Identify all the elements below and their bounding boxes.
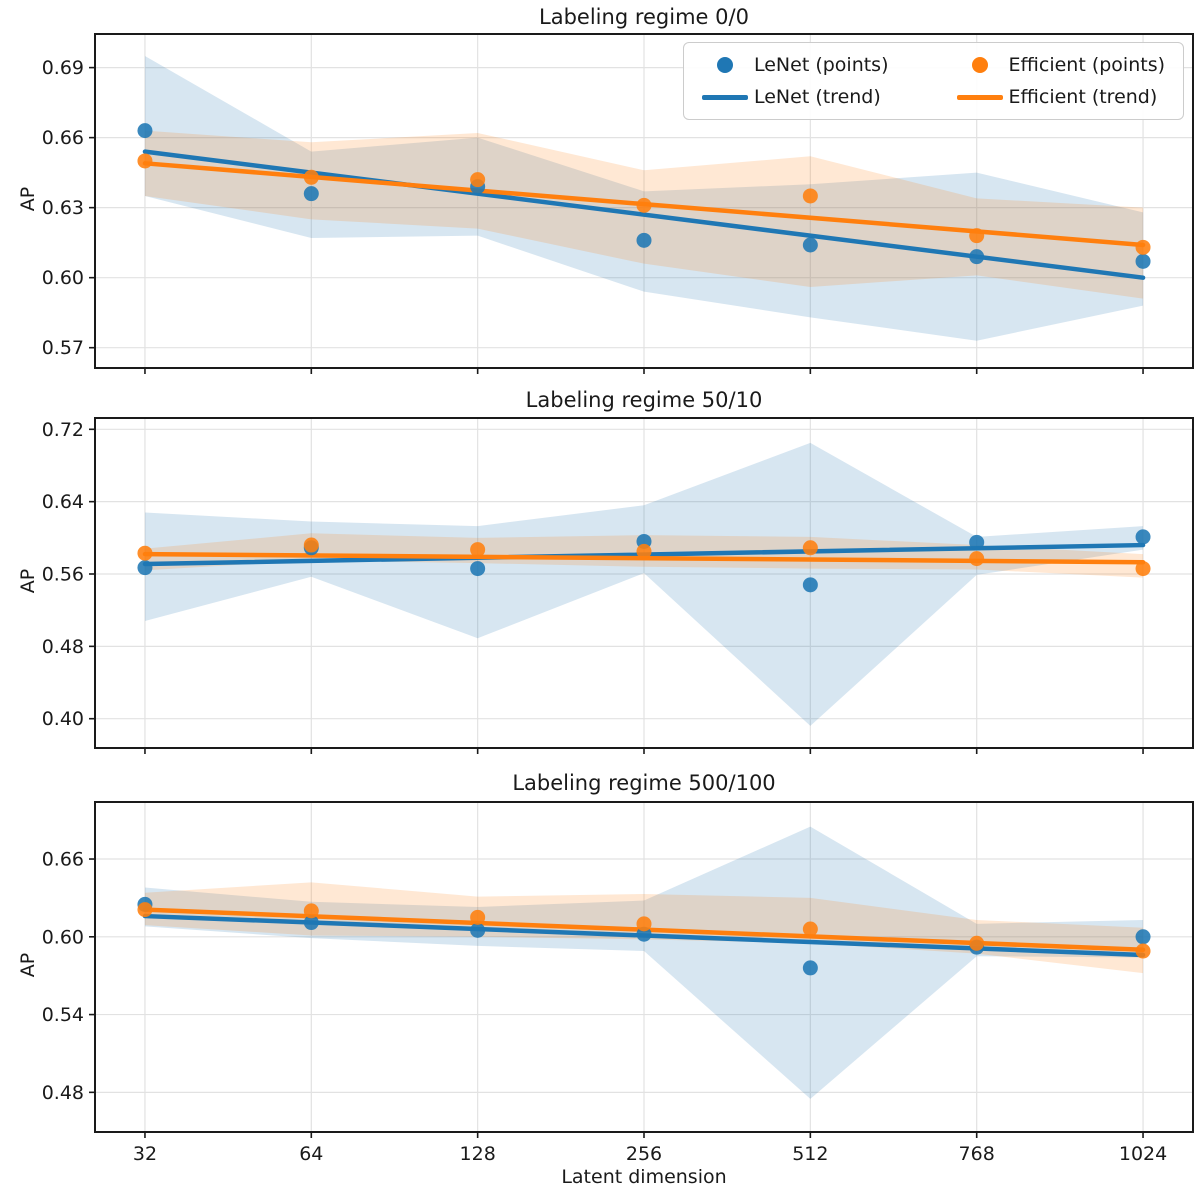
lenet-point-1024: [1135, 529, 1151, 545]
efficient-point-64: [303, 537, 319, 553]
efficient-point-64: [303, 903, 319, 919]
y-tick-label: 0.48: [42, 1082, 84, 1104]
efficient-point-64: [303, 169, 319, 185]
y-tick-label: 0.40: [42, 708, 84, 730]
lenet-point-512: [802, 237, 818, 253]
legend-item-efficient-trend: Efficient (trend): [951, 84, 1166, 110]
efficient-point-128: [470, 909, 486, 925]
subplot-2-ylabel: AP: [17, 568, 39, 594]
efficient-point-512: [802, 188, 818, 204]
efficient-point-1024: [1135, 561, 1151, 577]
y-tick-label: 0.63: [42, 197, 84, 219]
x-tick-label: 256: [626, 1143, 662, 1165]
lenet-point-1024: [1135, 929, 1151, 945]
legend-label: LeNet (trend): [753, 86, 881, 108]
efficient-point-128: [470, 542, 486, 558]
y-tick-label: 0.72: [42, 419, 84, 441]
efficient-point-256: [636, 916, 652, 932]
y-tick-label: 0.57: [42, 337, 84, 359]
efficient-point-768: [969, 935, 985, 951]
y-tick-label: 0.54: [42, 1004, 84, 1026]
x-tick-label: 32: [133, 1143, 157, 1165]
efficient-point-marker-icon: [951, 57, 1009, 73]
lenet-point-1024: [1135, 253, 1151, 269]
lenet-point-64: [303, 186, 319, 202]
y-tick-label: 0.56: [42, 564, 84, 586]
legend-label: Efficient (points): [1008, 54, 1166, 76]
lenet-point-768: [969, 534, 985, 550]
efficient-point-512: [802, 921, 818, 937]
lenet-point-128: [470, 922, 486, 938]
x-tick-label: 64: [299, 1143, 323, 1165]
efficient-point-32: [137, 153, 153, 169]
lenet-point-marker-icon: [696, 57, 754, 73]
efficient-point-32: [137, 545, 153, 561]
efficient-point-256: [636, 197, 652, 213]
lenet-point-256: [636, 926, 652, 942]
lenet-point-768: [969, 249, 985, 265]
legend-label: Efficient (trend): [1008, 86, 1158, 108]
lenet-trend-line-icon: [696, 94, 754, 100]
lenet-point-256: [636, 232, 652, 248]
y-tick-label: 0.64: [42, 491, 84, 513]
subplot-2-title: Labeling regime 50/10: [525, 388, 763, 412]
efficient-point-512: [802, 540, 818, 556]
lenet-point-32: [137, 123, 153, 139]
x-tick-label: 128: [460, 1143, 496, 1165]
subplot-3-title: Labeling regime 500/100: [512, 771, 776, 795]
legend-label: LeNet (points): [753, 54, 889, 76]
subplot-3: 0.48 0.54 0.60 0.66 32 64 128 256 512 768 1024: [42, 801, 1194, 1165]
y-tick-label: 0.48: [42, 636, 84, 658]
efficient-point-768: [969, 551, 985, 567]
efficient-point-128: [470, 172, 486, 188]
y-tick-label: 0.66: [42, 127, 84, 149]
legend-item-lenet-trend: LeNet (trend): [696, 84, 889, 110]
efficient-point-256: [636, 543, 652, 559]
legend: LeNet (points) Efficient (points) LeNet …: [682, 42, 1184, 120]
subplot-1-title: Labeling regime 0/0: [539, 5, 749, 29]
y-tick-label: 0.66: [42, 849, 84, 871]
subplot-2: 0.40 0.48 0.56 0.64 0.72: [42, 417, 1194, 754]
lenet-band: [144, 826, 1144, 1099]
lenet-band: [144, 442, 1144, 726]
x-tick-label: 768: [959, 1143, 995, 1165]
lenet-point-512: [802, 577, 818, 593]
legend-item-efficient-points: Efficient (points): [951, 52, 1166, 78]
lenet-point-64: [303, 915, 319, 931]
x-tick-label: 1024: [1119, 1143, 1167, 1165]
efficient-trend-line-icon: [951, 94, 1009, 100]
efficient-point-1024: [1135, 943, 1151, 959]
y-tick-label: 0.60: [42, 267, 84, 289]
subplot-3-ylabel: AP: [17, 952, 39, 978]
legend-item-lenet-points: LeNet (points): [696, 52, 889, 78]
subplot-1-ylabel: AP: [17, 186, 39, 212]
efficient-point-768: [969, 228, 985, 244]
x-tick-label: 512: [792, 1143, 828, 1165]
lenet-point-128: [470, 561, 486, 577]
efficient-point-32: [137, 902, 153, 918]
x-axis-label: Latent dimension: [561, 1166, 727, 1188]
lenet-point-32: [137, 560, 153, 576]
y-tick-label: 0.60: [42, 926, 84, 948]
y-tick-label: 0.69: [42, 57, 84, 79]
efficient-point-1024: [1135, 239, 1151, 255]
lenet-point-512: [802, 960, 818, 976]
